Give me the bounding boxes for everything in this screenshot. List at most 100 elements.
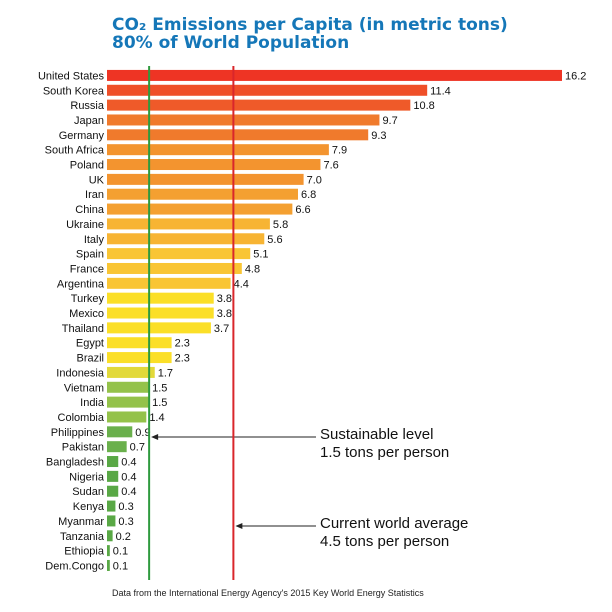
bar <box>107 515 116 527</box>
category-label: South Korea <box>43 85 105 97</box>
value-label: 1.5 <box>152 382 167 394</box>
value-label: 2.3 <box>175 338 190 350</box>
value-label: 1.4 <box>149 412 164 424</box>
annotation-label: 4.5 tons per person <box>320 533 449 550</box>
annotation-label: Current world average <box>320 515 468 532</box>
value-label: 10.8 <box>413 100 434 112</box>
category-label: India <box>80 397 105 409</box>
bar <box>107 352 172 364</box>
category-label: Sudan <box>72 486 104 498</box>
bar <box>107 411 147 423</box>
bar <box>107 530 113 542</box>
value-label: 2.3 <box>175 353 190 365</box>
category-label: Russia <box>70 100 105 112</box>
bar <box>107 396 150 408</box>
bar <box>107 114 380 126</box>
bar <box>107 366 155 378</box>
value-label: 0.1 <box>113 560 128 572</box>
category-label: South Africa <box>45 145 105 157</box>
value-label: 5.1 <box>253 249 268 261</box>
value-label: 0.3 <box>118 501 133 513</box>
value-label: 6.8 <box>301 189 316 201</box>
category-label: Spain <box>76 249 104 261</box>
bar <box>107 441 127 453</box>
source-note: Data from the International Energy Agenc… <box>112 588 424 598</box>
value-label: 3.8 <box>217 308 232 320</box>
bar <box>107 99 411 111</box>
bar <box>107 559 110 571</box>
bar <box>107 84 428 96</box>
chart-title-line-2: 80% of World Population <box>112 33 350 53</box>
value-label: 0.9 <box>135 427 150 439</box>
bar <box>107 233 265 245</box>
category-label: France <box>70 263 104 275</box>
value-label: 7.0 <box>307 174 322 186</box>
annotation-arrowhead <box>235 523 243 529</box>
chart-title-line-1: CO₂ Emissions per Capita (in metric tons… <box>112 15 508 35</box>
bar <box>107 173 304 185</box>
bar <box>107 159 321 171</box>
bar <box>107 292 214 304</box>
category-label: Turkey <box>71 293 105 305</box>
value-label: 4.8 <box>245 263 260 275</box>
category-label: Nigeria <box>69 471 105 483</box>
bar <box>107 218 270 230</box>
value-label: 1.7 <box>158 367 173 379</box>
bar <box>107 322 211 334</box>
value-label: 7.9 <box>332 145 347 157</box>
category-label: Colombia <box>58 412 105 424</box>
value-label: 6.6 <box>295 204 310 216</box>
category-label: Myanmar <box>58 516 104 528</box>
bar <box>107 188 298 200</box>
category-label: Poland <box>70 160 104 172</box>
category-label: Mexico <box>69 308 104 320</box>
category-label: Pakistan <box>62 442 104 454</box>
category-label: Indonesia <box>56 367 105 379</box>
bar <box>107 262 242 274</box>
value-label: 7.6 <box>323 160 338 172</box>
category-label: Argentina <box>57 278 105 290</box>
category-label: Vietnam <box>64 382 104 394</box>
annotation-label: 1.5 tons per person <box>320 444 449 461</box>
value-label: 5.6 <box>267 234 282 246</box>
category-label: China <box>75 204 105 216</box>
value-label: 0.3 <box>118 516 133 528</box>
category-label: UK <box>89 174 105 186</box>
bar <box>107 248 251 260</box>
category-label: Bangladesh <box>46 457 104 469</box>
category-label: Brazil <box>76 353 104 365</box>
bar <box>107 456 119 468</box>
category-label: Egypt <box>76 338 104 350</box>
bar <box>107 470 119 482</box>
category-label: Philippines <box>51 427 105 439</box>
bar <box>107 381 150 393</box>
value-label: 4.4 <box>234 278 249 290</box>
value-label: 0.4 <box>121 457 136 469</box>
category-label: Ethiopia <box>64 546 105 558</box>
annotation-label: Sustainable level <box>320 426 433 443</box>
category-label: Tanzania <box>60 531 105 543</box>
category-label: Germany <box>59 130 105 142</box>
value-label: 0.1 <box>113 546 128 558</box>
category-label: Italy <box>84 234 105 246</box>
value-label: 9.3 <box>371 130 386 142</box>
category-label: Kenya <box>73 501 105 513</box>
bar <box>107 545 110 557</box>
bar <box>107 144 329 156</box>
bar <box>107 203 293 215</box>
category-label: United States <box>38 70 105 82</box>
bar <box>107 337 172 349</box>
value-label: 1.5 <box>152 397 167 409</box>
value-label: 0.2 <box>116 531 131 543</box>
category-label: Thailand <box>62 323 104 335</box>
value-label: 5.8 <box>273 219 288 231</box>
value-label: 0.7 <box>130 442 145 454</box>
bar <box>107 485 119 497</box>
bar <box>107 69 562 81</box>
value-label: 3.7 <box>214 323 229 335</box>
bar <box>107 307 214 319</box>
value-label: 11.4 <box>430 85 451 97</box>
bar <box>107 500 116 512</box>
